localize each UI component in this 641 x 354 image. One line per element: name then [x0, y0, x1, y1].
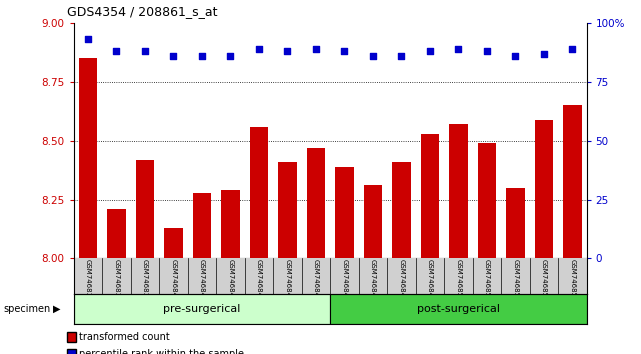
Text: GSM746844: GSM746844 — [285, 259, 290, 302]
Point — [225, 53, 235, 59]
Text: GSM746850: GSM746850 — [455, 259, 462, 302]
Bar — [249, 127, 268, 258]
Bar — [420, 134, 439, 258]
Text: GSM746838: GSM746838 — [113, 259, 119, 302]
Point — [510, 53, 520, 59]
Bar — [107, 209, 126, 258]
Bar — [79, 58, 97, 258]
Point — [453, 46, 463, 52]
Point — [112, 48, 122, 54]
Point — [567, 46, 578, 52]
Text: ▶: ▶ — [53, 304, 60, 314]
Bar — [563, 105, 581, 258]
Point — [339, 48, 349, 54]
Bar — [535, 120, 553, 258]
Text: GSM746852: GSM746852 — [512, 259, 519, 302]
Text: GSM746847: GSM746847 — [370, 259, 376, 302]
Bar — [392, 162, 411, 258]
Bar — [478, 143, 496, 258]
Point — [254, 46, 264, 52]
Point — [368, 53, 378, 59]
Bar — [74, 294, 330, 324]
Bar — [278, 162, 297, 258]
Point — [311, 46, 321, 52]
Point — [140, 48, 150, 54]
Text: GSM746840: GSM746840 — [171, 259, 176, 302]
Text: GSM746839: GSM746839 — [142, 259, 148, 302]
Text: GSM746848: GSM746848 — [398, 259, 404, 302]
Bar — [164, 228, 183, 258]
Bar — [449, 124, 467, 258]
Text: specimen: specimen — [3, 304, 51, 314]
Text: pre-surgerical: pre-surgerical — [163, 304, 240, 314]
Point — [425, 48, 435, 54]
Text: GSM746845: GSM746845 — [313, 259, 319, 302]
Bar — [193, 193, 211, 258]
Text: GSM746837: GSM746837 — [85, 259, 91, 302]
Text: GSM746842: GSM746842 — [228, 259, 233, 302]
Point — [481, 48, 492, 54]
Point — [396, 53, 406, 59]
Bar — [306, 148, 325, 258]
Text: GSM746843: GSM746843 — [256, 259, 262, 302]
Bar — [330, 294, 587, 324]
Bar — [221, 190, 240, 258]
Text: GSM746851: GSM746851 — [484, 259, 490, 302]
Text: GSM746854: GSM746854 — [569, 259, 575, 302]
Text: percentile rank within the sample: percentile rank within the sample — [79, 349, 244, 354]
Point — [169, 53, 179, 59]
Point — [282, 48, 292, 54]
Text: GSM746853: GSM746853 — [541, 259, 547, 302]
Text: post-surgerical: post-surgerical — [417, 304, 500, 314]
Text: transformed count: transformed count — [79, 332, 170, 342]
Point — [83, 37, 93, 42]
Text: GSM746849: GSM746849 — [427, 259, 433, 302]
Point — [538, 51, 549, 56]
Text: GDS4354 / 208861_s_at: GDS4354 / 208861_s_at — [67, 5, 218, 18]
Point — [197, 53, 207, 59]
Text: GSM746846: GSM746846 — [342, 259, 347, 302]
Bar — [136, 160, 154, 258]
Bar — [335, 167, 354, 258]
Bar — [506, 188, 524, 258]
Text: GSM746841: GSM746841 — [199, 259, 205, 302]
Bar — [363, 185, 382, 258]
